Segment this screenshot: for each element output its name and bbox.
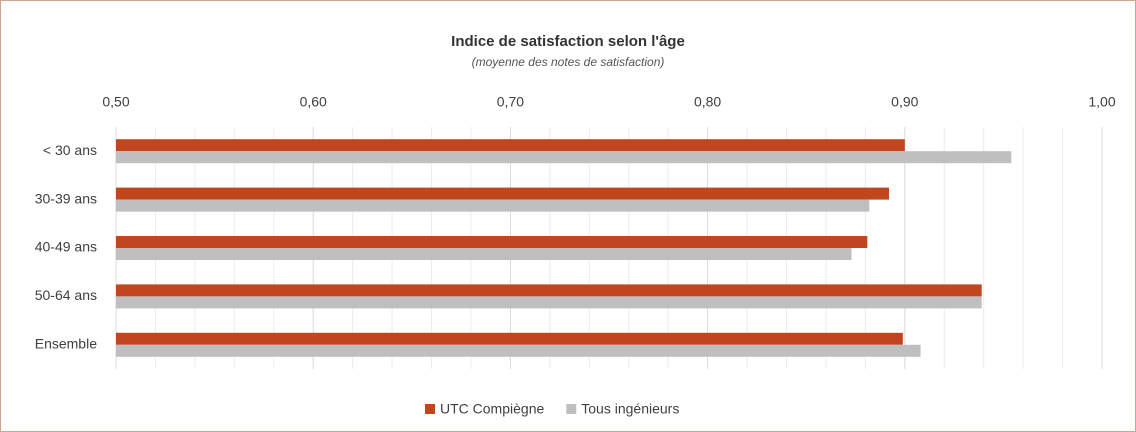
- legend-label: UTC Compiègne: [440, 401, 544, 417]
- bar: [116, 332, 903, 345]
- y-tick-label: 30-39 ans: [35, 190, 97, 206]
- y-tick-label: 40-49 ans: [35, 239, 97, 255]
- bar: [116, 284, 982, 297]
- bar: [116, 236, 868, 248]
- x-tick-label: 0,60: [300, 94, 327, 110]
- x-tick-label: 0,80: [694, 94, 721, 110]
- bar: [116, 199, 870, 212]
- legend-swatch: [566, 404, 577, 414]
- bar: [116, 187, 890, 200]
- x-tick-label: 0,70: [497, 94, 524, 110]
- bar: [116, 151, 1012, 164]
- x-tick-label: 1,00: [1088, 94, 1115, 110]
- bar: [116, 248, 852, 260]
- x-tick-label: 0,90: [891, 94, 918, 110]
- y-tick-label: Ensemble: [35, 336, 97, 352]
- bar: [116, 344, 921, 357]
- y-tick-label: 50-64 ans: [35, 287, 97, 303]
- chart-subtitle: (moyenne des notes de satisfaction): [472, 55, 665, 69]
- legend-swatch: [425, 404, 435, 414]
- bar: [116, 296, 982, 309]
- chart-title: Indice de satisfaction selon l'âge: [451, 33, 685, 50]
- bar: [116, 139, 905, 152]
- x-tick-label: 0,50: [102, 94, 129, 110]
- y-tick-label: < 30 ans: [43, 142, 97, 158]
- legend-label: Tous ingénieurs: [581, 401, 679, 417]
